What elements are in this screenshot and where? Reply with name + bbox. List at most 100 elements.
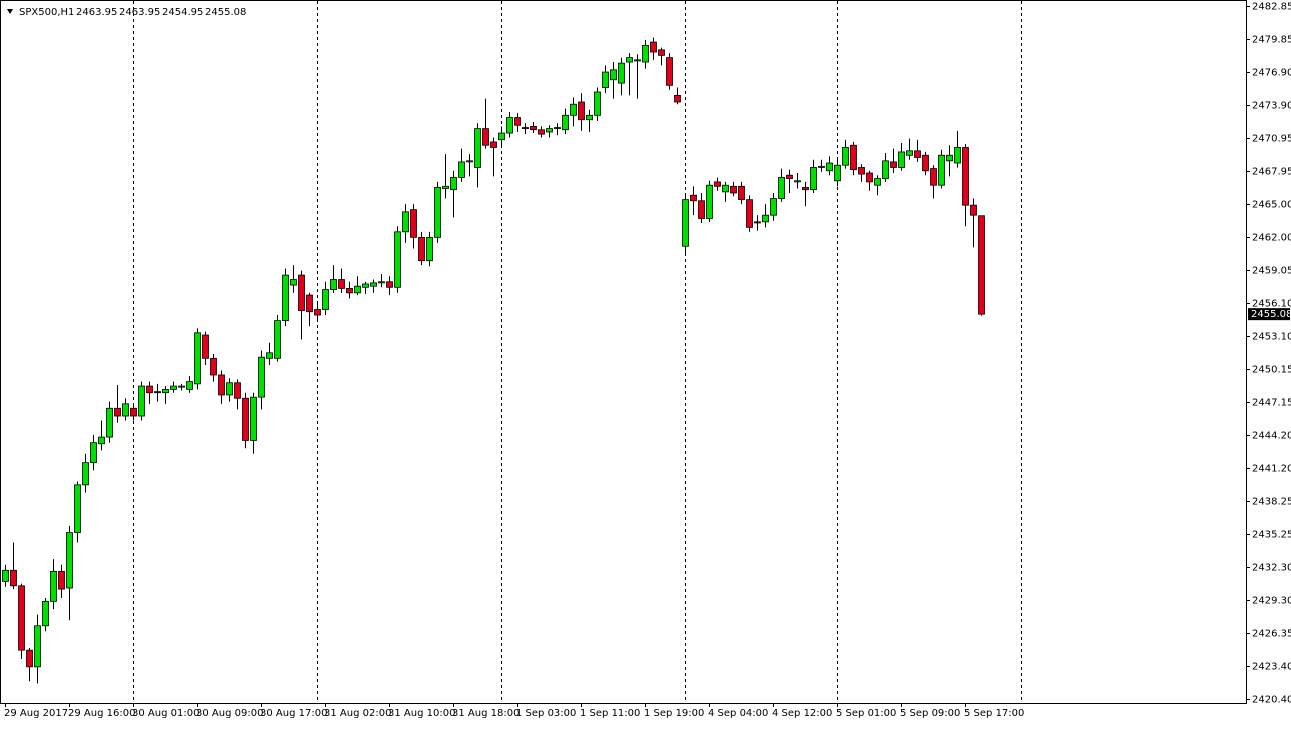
candle-body <box>618 62 625 84</box>
y-tick-label: 2420.40 <box>1252 695 1291 706</box>
candle-body <box>42 600 49 627</box>
candle-body <box>610 69 617 81</box>
candle-body <box>690 194 697 202</box>
menu-arrow[interactable] <box>7 9 13 14</box>
candle-body <box>490 141 497 148</box>
candle-body <box>170 385 177 390</box>
y-tick-label: 2423.40 <box>1252 662 1291 673</box>
candle-body <box>250 396 257 441</box>
candle-body <box>82 462 89 486</box>
candle-body <box>578 101 585 121</box>
candle-body <box>594 91 601 116</box>
candle-body <box>602 71 609 88</box>
header-close: 2455.08 <box>205 7 246 18</box>
candle-body <box>426 236 433 262</box>
y-tick-label: 2444.20 <box>1252 431 1291 442</box>
y-tick-label: 2459.05 <box>1252 266 1291 277</box>
candle-body <box>442 185 449 189</box>
y-tick-label: 2476.90 <box>1252 68 1291 79</box>
candle-body <box>362 283 369 288</box>
candle-body <box>658 49 665 56</box>
candle-body <box>746 199 753 228</box>
candle-body <box>674 94 681 103</box>
candle-body <box>410 209 417 238</box>
x-tick-label: 5 Sep 01:00 <box>836 708 896 719</box>
candle-body <box>186 381 193 390</box>
y-tick-label: 2456.10 <box>1252 299 1291 310</box>
candle-body <box>810 167 817 191</box>
candle-body <box>66 532 73 589</box>
candle-body <box>354 285 361 294</box>
header-open: 2463.95 <box>76 7 117 18</box>
candle-body <box>394 231 401 288</box>
price-label: 2455.08 <box>1251 309 1291 320</box>
candle-body <box>922 154 929 172</box>
candle-body <box>778 177 785 199</box>
candle-body <box>154 391 161 394</box>
y-tick-label: 2467.95 <box>1252 167 1291 178</box>
candle-body <box>370 282 377 287</box>
candle-body <box>770 198 777 216</box>
candle-body <box>34 625 41 668</box>
x-tick-label: 31 Aug 18:00 <box>452 708 519 719</box>
candle-body <box>570 103 577 116</box>
candle-body <box>562 114 569 131</box>
candle-body <box>666 57 673 86</box>
candle-body <box>266 352 273 359</box>
y-tick-label: 2465.00 <box>1252 200 1291 211</box>
candle-body <box>858 167 865 175</box>
plot-frame <box>0 0 1247 704</box>
x-tick-label: 1 Sep 03:00 <box>516 708 576 719</box>
header-high: 2463.95 <box>119 7 160 18</box>
candle-body <box>586 114 593 121</box>
candle-body <box>194 332 201 385</box>
x-tick-label: 5 Sep 17:00 <box>964 708 1024 719</box>
candle-body <box>314 309 321 316</box>
candle-body <box>538 129 545 135</box>
candle-body <box>706 184 713 219</box>
candle-body <box>786 174 793 179</box>
x-tick-label: 29 Aug 2017 <box>4 708 68 719</box>
y-tick-label: 2435.25 <box>1252 530 1291 541</box>
candle-body <box>242 397 249 441</box>
candle-body <box>202 334 209 359</box>
x-tick-label: 4 Sep 12:00 <box>772 708 832 719</box>
symbol: SPX500,H1 <box>19 7 74 18</box>
candle-body <box>802 187 809 191</box>
x-tick-label: 31 Aug 02:00 <box>324 708 391 719</box>
x-tick-label: 30 Aug 09:00 <box>196 708 263 719</box>
y-tick-label: 2482.85 <box>1252 2 1291 13</box>
candle-body <box>146 385 153 394</box>
candle-body <box>162 388 169 394</box>
y-tick-label: 2438.25 <box>1252 497 1291 508</box>
candle-body <box>874 178 881 186</box>
candle-body <box>882 160 889 179</box>
candle-body <box>650 41 657 53</box>
candle-body <box>826 162 833 172</box>
candle-body <box>26 649 33 668</box>
y-tick-label: 2426.35 <box>1252 629 1291 640</box>
candle-body <box>970 204 977 216</box>
candle-body <box>338 279 345 289</box>
price-label-box <box>1248 308 1290 321</box>
y-tick-label: 2450.15 <box>1252 365 1291 376</box>
candle-body <box>58 570 65 590</box>
candle-body <box>714 181 721 187</box>
candle-body <box>122 403 129 417</box>
candle-body <box>74 484 81 533</box>
candle-body <box>10 569 17 587</box>
candle-body <box>138 385 145 417</box>
candle-body <box>866 172 873 183</box>
candle-body <box>98 436 105 445</box>
candle-body <box>514 117 521 126</box>
candle-body <box>506 117 513 134</box>
candle-body <box>642 44 649 63</box>
candle-body <box>418 236 425 262</box>
candle-body <box>274 320 281 359</box>
x-tick-label: 5 Sep 09:00 <box>900 708 960 719</box>
candle-body <box>522 127 529 130</box>
candle-body <box>546 128 553 133</box>
y-tick-label: 2432.30 <box>1252 563 1291 574</box>
